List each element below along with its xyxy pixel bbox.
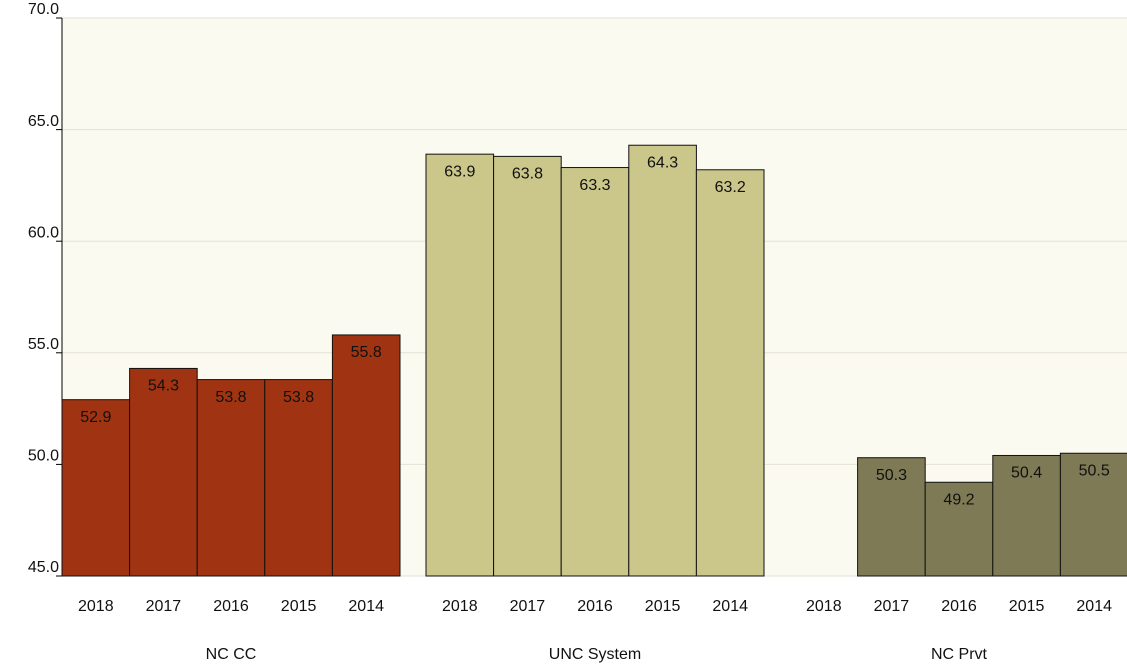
- bar: [61, 399, 131, 577]
- value-label: 50.4: [1011, 465, 1042, 482]
- group-label: UNC System: [549, 646, 641, 663]
- bar: [857, 457, 926, 577]
- value-label: 63.3: [579, 177, 610, 194]
- value-label: 49.2: [943, 491, 974, 508]
- bar: [628, 144, 697, 577]
- bar: [992, 454, 1061, 577]
- x-tick-label: 2016: [577, 598, 613, 615]
- bar: [493, 155, 562, 577]
- y-tick-label: 45.0: [28, 559, 59, 576]
- x-tick-label: 2016: [941, 598, 977, 615]
- value-label: 55.8: [351, 344, 382, 361]
- bar: [1059, 452, 1127, 577]
- x-tick-label: 2014: [712, 598, 748, 615]
- x-tick-label: 2014: [348, 598, 384, 615]
- group-label: NC Prvt: [931, 646, 988, 663]
- value-label: 54.3: [148, 378, 179, 395]
- value-label: 63.9: [444, 163, 475, 180]
- x-tick-label: 2015: [1009, 598, 1045, 615]
- value-label: 52.9: [80, 409, 111, 426]
- value-label: 63.2: [715, 179, 746, 196]
- bar: [196, 379, 266, 577]
- y-tick-label: 70.0: [28, 1, 59, 18]
- value-label: 50.5: [1079, 462, 1110, 479]
- value-label: 50.3: [876, 467, 907, 484]
- y-tick-label: 55.0: [28, 336, 59, 353]
- value-label: 64.3: [647, 154, 678, 171]
- value-label: 53.8: [283, 389, 314, 406]
- group-label: NC CC: [206, 646, 257, 663]
- bar: [264, 379, 333, 577]
- bar: [129, 367, 198, 577]
- x-tick-label: 2016: [213, 598, 249, 615]
- x-tick-label: 2015: [645, 598, 681, 615]
- y-tick-label: 50.0: [28, 448, 59, 465]
- bar: [331, 334, 401, 577]
- value-label: 63.8: [512, 166, 543, 183]
- x-tick-label: 2018: [806, 598, 842, 615]
- bar: [425, 153, 495, 577]
- x-tick-label: 2014: [1076, 598, 1112, 615]
- bar: [695, 169, 765, 577]
- x-tick-label: 2018: [442, 598, 478, 615]
- x-tick-label: 2017: [146, 598, 182, 615]
- bar: [560, 167, 630, 577]
- value-label: 53.8: [215, 389, 246, 406]
- x-tick-label: 2017: [510, 598, 546, 615]
- x-tick-label: 2017: [874, 598, 910, 615]
- x-tick-label: 2018: [78, 598, 114, 615]
- bar: [924, 481, 994, 577]
- y-tick-label: 65.0: [28, 113, 59, 130]
- x-tick-label: 2015: [281, 598, 317, 615]
- y-tick-label: 60.0: [28, 224, 59, 241]
